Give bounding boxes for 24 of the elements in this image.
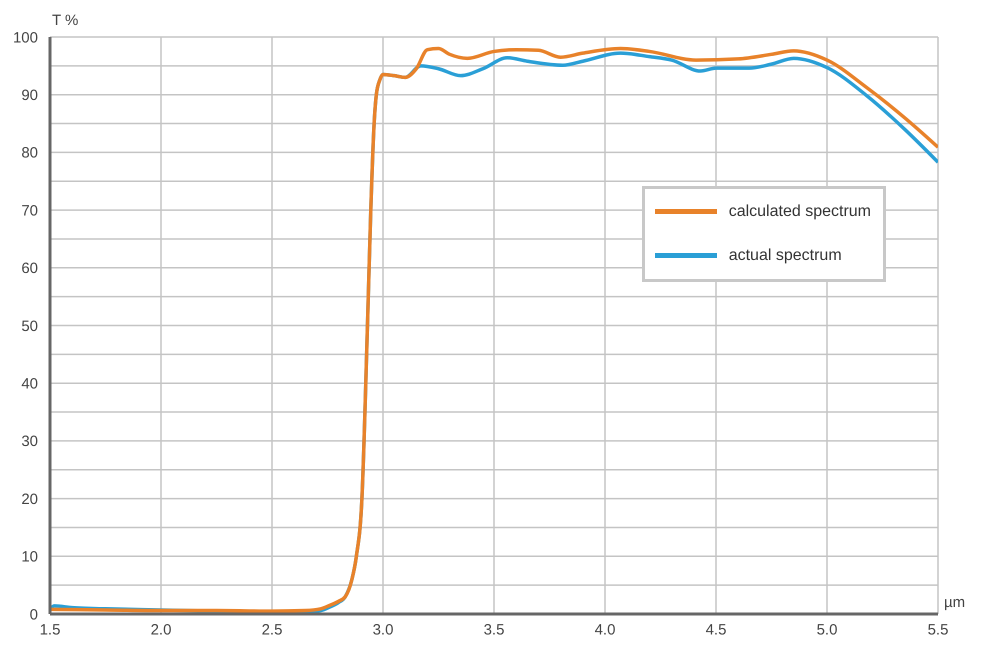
x-tick-label: 4.5: [706, 622, 726, 639]
y-axis-title: T %: [52, 12, 78, 29]
x-tick-label: 2.5: [262, 622, 282, 639]
y-tick-label: 70: [21, 202, 38, 220]
x-tick-label: 3.0: [372, 622, 394, 639]
legend-label: calculated spectrum: [728, 203, 871, 221]
legend-label: actual spectrum: [728, 247, 842, 265]
x-tick-label: 4.0: [594, 622, 616, 639]
y-tick-label: 100: [12, 29, 38, 46]
x-tick-label: 5.0: [816, 622, 838, 639]
x-tick-label: 5.5: [928, 622, 948, 639]
x-axis-title: µm: [944, 594, 966, 611]
y-tick-label: 80: [21, 144, 38, 162]
y-tick-label: 50: [21, 318, 38, 335]
y-tick-label: 90: [21, 87, 38, 104]
x-tick-label: 1.5: [40, 622, 60, 639]
x-tick-label: 3.5: [484, 622, 504, 639]
y-tick-label: 0: [30, 606, 38, 624]
y-tick-label: 60: [21, 260, 38, 278]
y-tick-label: 30: [21, 433, 38, 450]
y-tick-label: 20: [21, 490, 38, 508]
y-tick-label: 40: [21, 376, 38, 393]
y-tick-label: 10: [21, 548, 38, 566]
x-tick-label: 2.0: [150, 622, 172, 639]
